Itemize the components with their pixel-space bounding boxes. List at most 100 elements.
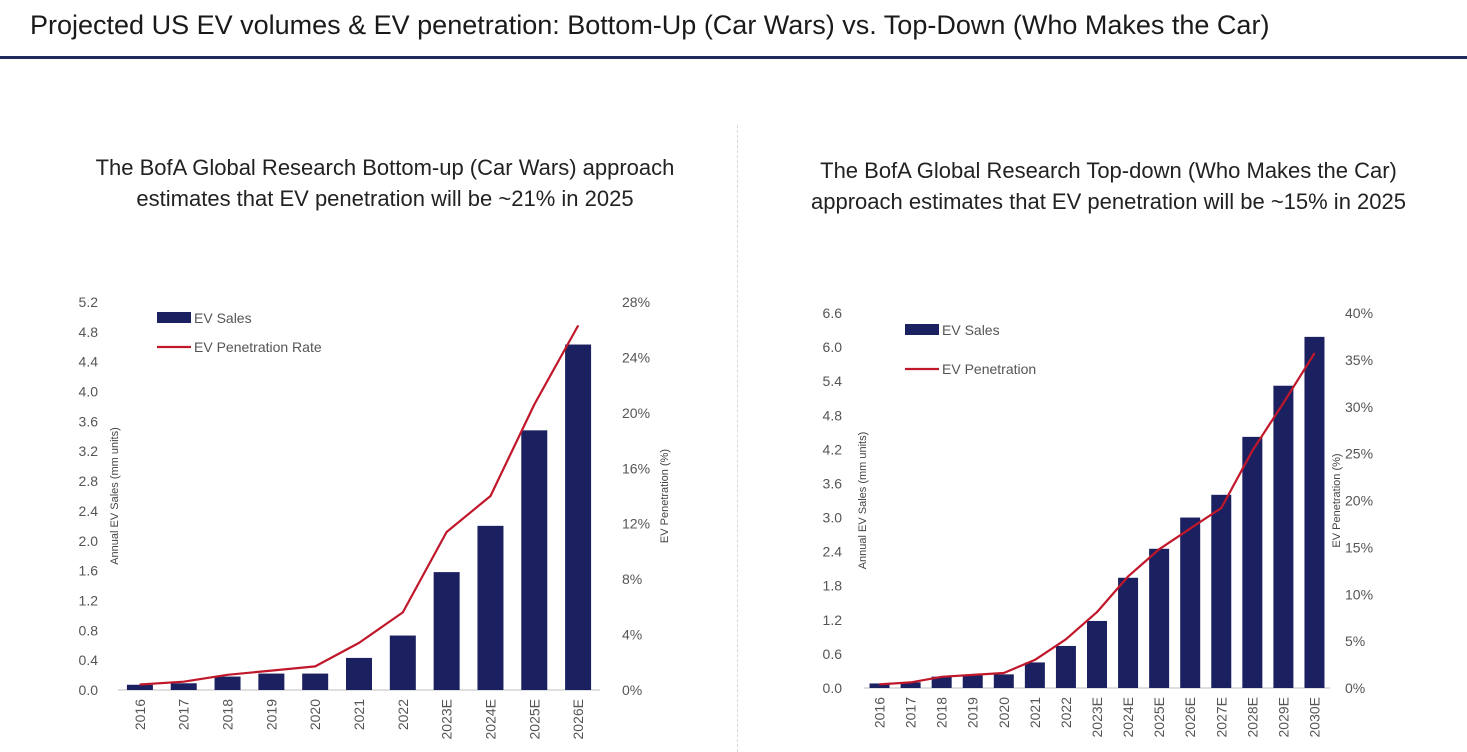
chart-2-bar: [931, 676, 952, 688]
chart-1-y-tick-label: 3.2: [79, 443, 99, 459]
chart-2-category-label: 2025E: [1151, 697, 1167, 737]
chart-2-bar: [1024, 662, 1045, 688]
chart-2-y-tick-label: 3.6: [823, 475, 843, 491]
chart-2-penetration-point: [972, 674, 974, 676]
chart-2-y2-tick-label: 0%: [1345, 680, 1365, 696]
chart-2-category-label: 2028E: [1244, 697, 1260, 737]
chart-2-y-tick-label: 2.4: [823, 544, 843, 560]
chart-2-heading-line-1: The BofA Global Research Top-down (Who M…: [820, 158, 1397, 183]
chart-2-bar: [1242, 436, 1263, 688]
chart-2-y2-tick-label: 20%: [1345, 493, 1373, 509]
chart-1-category-label: 2019: [263, 699, 279, 730]
chart-1-legend-bar-swatch: [157, 312, 191, 323]
chart-2-y2-tick-label: 5%: [1345, 633, 1365, 649]
chart-1-category-label: 2016: [132, 699, 148, 730]
chart-2-heading: The BofA Global Research Top-down (Who M…: [750, 155, 1467, 217]
chart-2-y2-axis-title: EV Penetration (%): [1331, 453, 1343, 547]
title-rule: [0, 56, 1467, 59]
chart-2-bar: [962, 675, 983, 688]
chart-2-y-tick-label: 1.2: [823, 612, 843, 628]
chart-1-category-label: 2017: [176, 699, 192, 730]
chart-1-y2-tick-label: 12%: [622, 516, 650, 532]
chart-1-bar: [302, 673, 329, 690]
chart-2-heading-line-2: approach estimates that EV penetration w…: [811, 189, 1406, 214]
chart-1-y-tick-label: 3.6: [79, 413, 99, 429]
chart-2-bar: [1211, 494, 1232, 688]
chart-2-category-label: 2017: [903, 697, 919, 728]
chart-1-y-axis-title: Annual EV Sales (mm units): [109, 427, 121, 565]
chart-2-category-label: 2018: [934, 697, 950, 728]
chart-2-bar: [869, 683, 890, 688]
chart-1-y-tick-label: 4.4: [79, 354, 99, 370]
chart-1-penetration-point: [402, 611, 404, 614]
chart-2-penetration-point: [1034, 659, 1036, 661]
chart-1-bar: [477, 525, 504, 690]
chart-1-penetration-point: [226, 674, 229, 676]
chart-2-penetration-point: [1065, 638, 1067, 640]
chart-2-penetration-point: [1220, 507, 1222, 509]
chart-1-y2-tick-label: 4%: [622, 627, 642, 643]
chart-2-y-axis-title: Annual EV Sales (mm units): [857, 432, 869, 570]
chart-1-y2-tick-label: 24%: [622, 349, 650, 365]
chart-2-y-tick-label: 0.6: [823, 646, 843, 662]
chart-2-category-label: 2026E: [1182, 697, 1198, 737]
chart-1-penetration-point: [446, 531, 448, 533]
chart-2-penetration-point: [1158, 548, 1160, 550]
chart-1-category-label: 2025E: [526, 699, 542, 739]
chart-1-y-tick-label: 5.2: [79, 294, 99, 310]
chart-2-bar: [1055, 645, 1076, 688]
chart-1-bar: [170, 683, 197, 690]
chart-2-category-label: 2027E: [1213, 697, 1229, 737]
chart-1-bar: [521, 430, 548, 690]
chart-2-category-label: 2019: [965, 697, 981, 728]
chart-2-category-label: 2020: [996, 697, 1012, 728]
chart-2-category-label: 2021: [1027, 697, 1043, 728]
chart-1-category-label: 2024E: [482, 699, 498, 739]
chart-1-bar: [433, 572, 460, 690]
chart-1-penetration-point: [183, 681, 185, 683]
chart-2-penetration-point: [1313, 352, 1316, 354]
page-title: Projected US EV volumes & EV penetration…: [30, 10, 1270, 40]
panel-divider: [737, 125, 738, 752]
chart-2-y2-tick-label: 15%: [1345, 539, 1373, 555]
chart-1-y2-axis-title: EV Penetration (%): [659, 449, 671, 543]
chart-2-y-tick-label: 5.4: [823, 373, 843, 389]
chart-2-y2-tick-label: 10%: [1345, 586, 1373, 602]
chart-1-y-tick-label: 0.4: [79, 652, 99, 668]
chart-2-bar: [900, 682, 921, 688]
chart-2-y2-tick-label: 30%: [1345, 399, 1373, 415]
chart-1-y-tick-label: 0.8: [79, 622, 99, 638]
chart-2-y2-tick-label: 40%: [1345, 305, 1373, 321]
chart-2-y2-tick-label: 35%: [1345, 352, 1373, 368]
chart-1-penetration-point: [489, 495, 492, 497]
chart-2-bar: [1304, 336, 1325, 688]
chart-1-y-tick-label: 1.6: [79, 563, 99, 579]
chart-1-legend-label-sales: EV Sales: [194, 310, 252, 326]
chart-2-y-tick-label: 0.0: [823, 680, 843, 696]
chart-2-category-label: 2030E: [1306, 697, 1322, 737]
chart-1-y-tick-label: 4.8: [79, 324, 99, 340]
chart-1-bar: [346, 657, 372, 690]
chart-1-y2-tick-label: 20%: [622, 405, 650, 421]
chart-1-penetration-point: [358, 642, 360, 644]
chart-1-y-tick-label: 2.0: [79, 533, 99, 549]
chart-2-category-label: 2024E: [1120, 697, 1136, 737]
chart-1-y-tick-label: 1.2: [79, 592, 99, 608]
chart-1-category-label: 2018: [220, 699, 236, 730]
chart-1-heading: The BofA Global Research Bottom-up (Car …: [30, 152, 740, 214]
chart-2-legend-bar-swatch: [905, 324, 939, 335]
chart-2-bar: [1149, 548, 1170, 688]
chart-1-y2-tick-label: 16%: [622, 460, 650, 476]
chart-2-bar: [1180, 517, 1201, 688]
chart-1-penetration-point: [270, 670, 272, 672]
chart-2-category-label: 2016: [872, 697, 888, 728]
chart-1-bar: [389, 635, 416, 690]
chart-1-penetration-point: [577, 324, 579, 327]
chart-1-penetration-point: [533, 403, 535, 406]
chart-2-legend-label-sales: EV Sales: [942, 322, 1000, 338]
chart-1-category-label: 2020: [307, 699, 323, 730]
chart-2-legend-label-penetration: EV Penetration: [942, 361, 1036, 377]
chart-1-heading-line-2: estimates that EV penetration will be ~2…: [136, 186, 634, 211]
chart-2-category-label: 2029E: [1275, 697, 1291, 737]
